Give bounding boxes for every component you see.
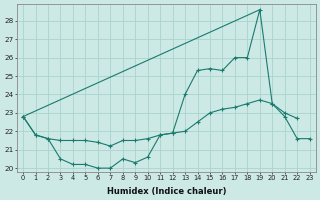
X-axis label: Humidex (Indice chaleur): Humidex (Indice chaleur) <box>107 187 226 196</box>
